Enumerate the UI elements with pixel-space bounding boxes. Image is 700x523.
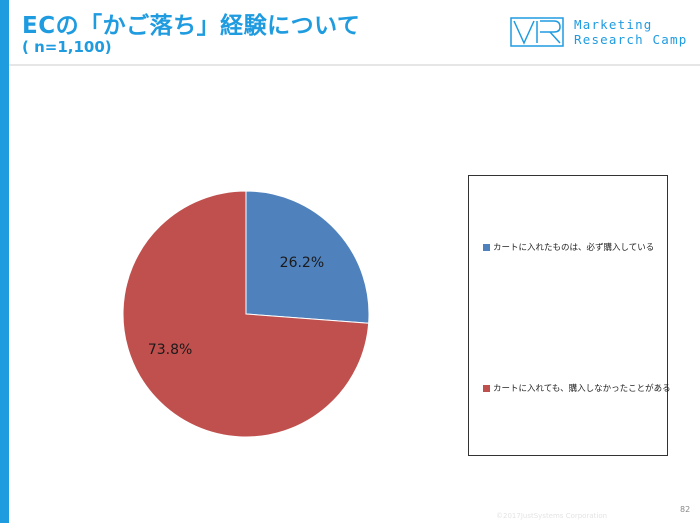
copyright-footer: ©2017JustSystems Corporation xyxy=(496,512,608,520)
legend-label: カートに入れたものは、必ず購入している xyxy=(493,243,655,253)
pie-slice-2 xyxy=(122,190,370,438)
legend-swatch-blue xyxy=(483,243,490,251)
legend-item-always-purchase: カートに入れたものは、必ず購入している xyxy=(483,241,654,253)
legend-label: カートに入れても、購入しなかったことがある xyxy=(493,384,671,394)
page-title: ECの「かご落ち」経験について xyxy=(22,13,361,39)
pie-data-labels: 26.2% 73.8% xyxy=(148,255,324,358)
pie-data-label-2: 73.8% xyxy=(148,342,192,358)
sample-size-subtitle: ( n=1,100) xyxy=(22,38,112,56)
legend-item-abandoned-cart: カートに入れても、購入しなかったことがある xyxy=(483,382,671,394)
pie-slices xyxy=(122,190,370,438)
marketing-research-camp-logo: Marketing Research Camp xyxy=(510,16,695,52)
pie-slice-1 xyxy=(245,190,370,324)
logo-wordmark: Marketing Research Camp xyxy=(574,17,687,47)
header-divider xyxy=(9,64,700,66)
accent-sidebar-bar xyxy=(0,0,9,523)
logo-line-research-camp: Research Camp xyxy=(574,32,688,47)
chart-legend: カートに入れたものは、必ず購入している カートに入れても、購入しなかったことがあ… xyxy=(468,175,671,456)
legend-swatch-red xyxy=(483,384,490,392)
logo-line-marketing: Marketing xyxy=(574,17,653,32)
page-number: 82 xyxy=(680,505,691,514)
mr-logo-icon xyxy=(510,17,564,47)
pie-data-label-1: 26.2% xyxy=(280,255,324,271)
